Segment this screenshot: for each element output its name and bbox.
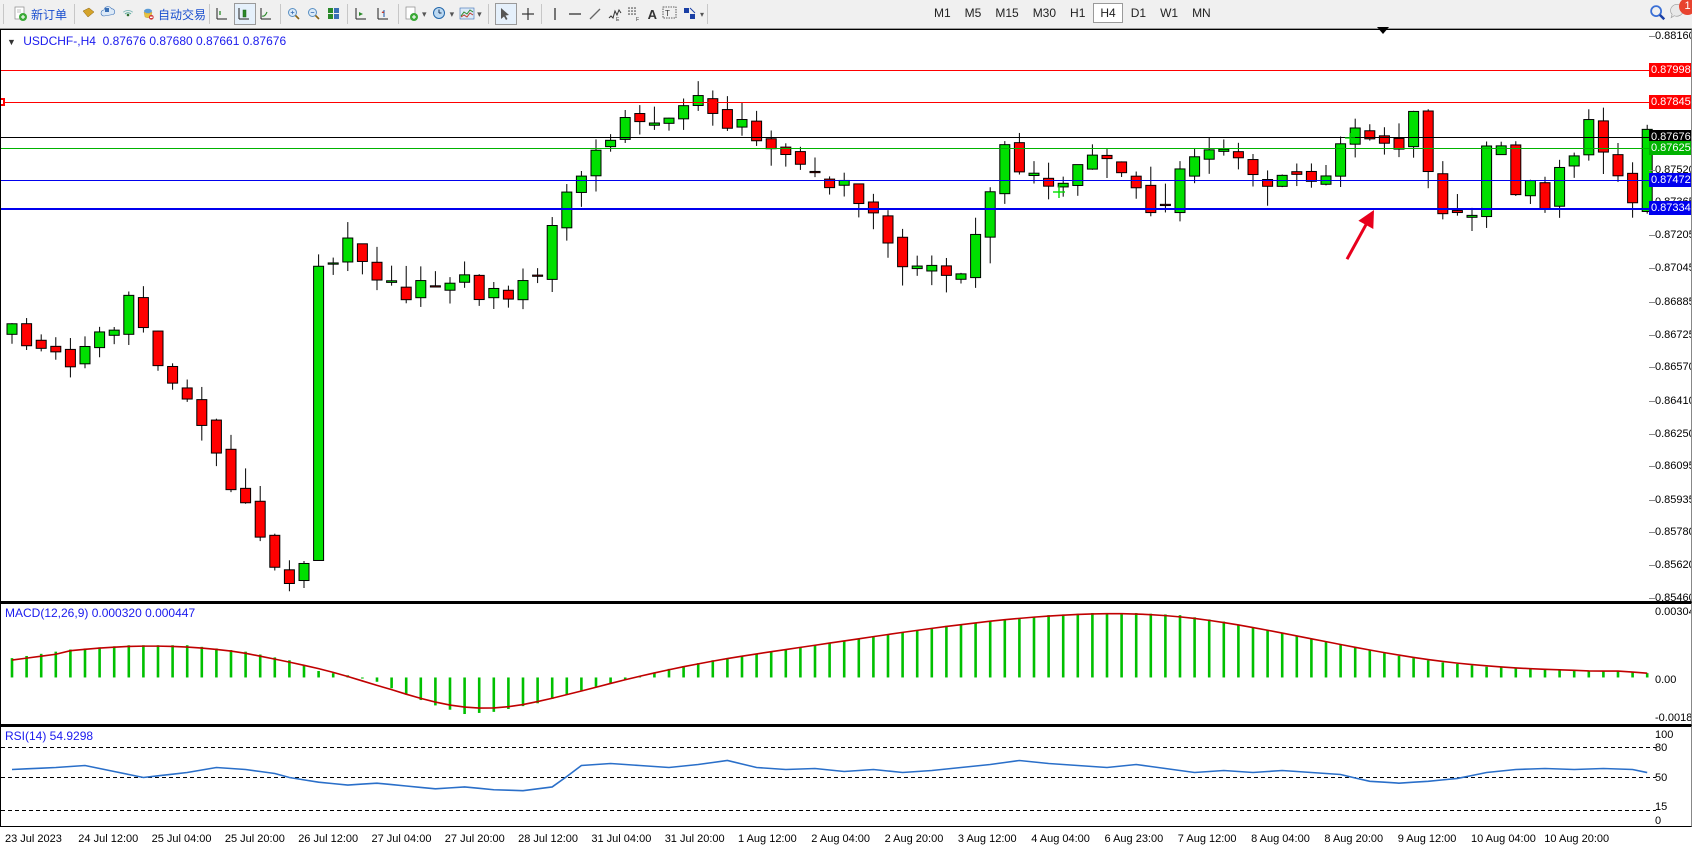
svg-text:E: E	[616, 17, 620, 22]
svg-text:F: F	[636, 17, 639, 22]
svg-text:T: T	[665, 9, 670, 18]
